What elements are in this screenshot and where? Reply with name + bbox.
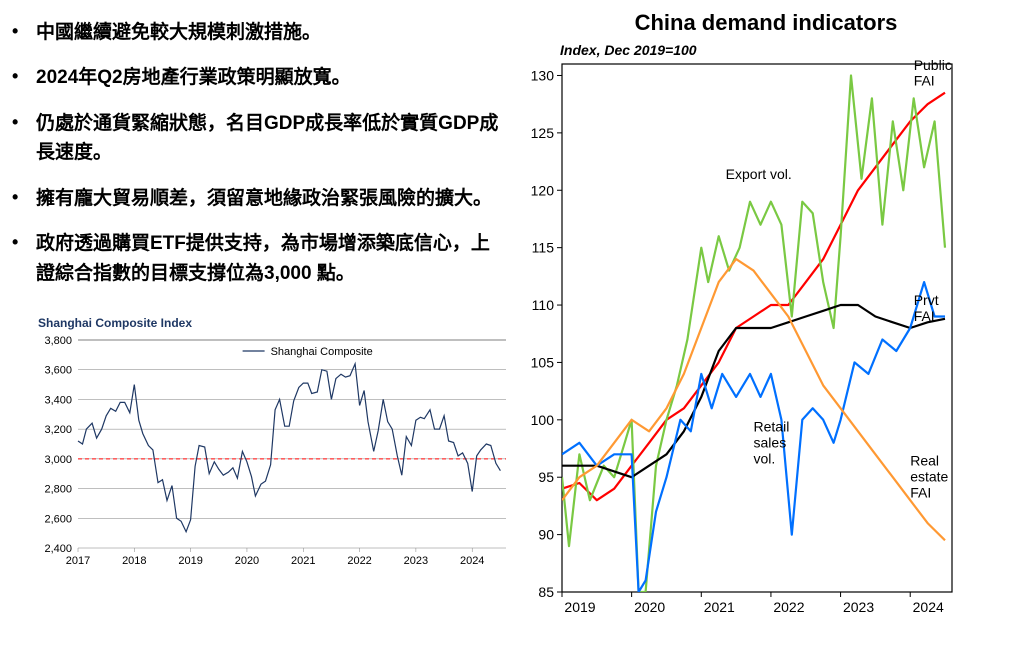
shanghai-chart-title: Shanghai Composite Index xyxy=(38,316,500,330)
svg-text:Export vol.: Export vol. xyxy=(726,166,792,182)
svg-text:2023: 2023 xyxy=(843,599,874,615)
svg-text:2,400: 2,400 xyxy=(44,543,72,555)
svg-text:2021: 2021 xyxy=(704,599,735,615)
svg-text:Shanghai Composite: Shanghai Composite xyxy=(271,346,373,358)
china-demand-chart: 85 90 95 100 105 110 115 120 125 130 2019 2020 2021 2… xyxy=(522,60,1010,620)
svg-text:3,800: 3,800 xyxy=(44,335,72,347)
svg-text:2,600: 2,600 xyxy=(44,513,72,525)
demand-chart-title: China demand indicators xyxy=(522,10,1010,36)
svg-text:2019: 2019 xyxy=(564,599,595,615)
svg-text:PrvtFAI: PrvtFAI xyxy=(914,292,939,324)
demand-chart-subtitle: Index, Dec 2019=100 xyxy=(560,42,1010,58)
svg-text:2022: 2022 xyxy=(347,555,371,567)
svg-text:2024: 2024 xyxy=(913,599,944,615)
bullet-item: 政府透過購買ETF提供支持，為市場增添築底信心，上證綜合指數的目標支撐位為3,0… xyxy=(36,229,500,288)
svg-text:2020: 2020 xyxy=(634,599,665,615)
svg-text:120: 120 xyxy=(531,182,555,198)
bullet-item: 2024年Q2房地產行業政策明顯放寬。 xyxy=(36,63,500,92)
svg-text:3,600: 3,600 xyxy=(44,365,72,377)
svg-text:2020: 2020 xyxy=(235,555,259,567)
svg-text:2,800: 2,800 xyxy=(44,484,72,496)
svg-text:110: 110 xyxy=(532,297,555,313)
svg-text:125: 125 xyxy=(531,125,555,141)
svg-text:3,400: 3,400 xyxy=(44,394,72,406)
svg-text:105: 105 xyxy=(531,354,555,370)
svg-text:2022: 2022 xyxy=(773,599,804,615)
svg-text:PublicFAI: PublicFAI xyxy=(914,60,952,89)
svg-text:115: 115 xyxy=(532,240,555,256)
svg-text:90: 90 xyxy=(538,527,554,543)
bullet-item: 仍處於通貨緊縮狀態，名目GDP成長率低於實質GDP成長速度。 xyxy=(36,109,500,168)
bullet-item: 中國繼續避免較大規模刺激措施。 xyxy=(36,18,500,47)
svg-text:3,200: 3,200 xyxy=(44,424,72,436)
svg-text:85: 85 xyxy=(538,584,554,600)
svg-text:2018: 2018 xyxy=(122,555,146,567)
bullet-item: 擁有龐大貿易順差，須留意地緣政治緊張風險的擴大。 xyxy=(36,184,500,213)
shanghai-composite-chart: 2,400 2,600 2,800 3,000 3,200 3,400 3,600 3,800… xyxy=(36,332,512,570)
svg-text:2019: 2019 xyxy=(178,555,202,567)
bullet-list: 中國繼續避免較大規模刺激措施。 2024年Q2房地產行業政策明顯放寬。 仍處於通… xyxy=(36,18,500,304)
svg-text:2023: 2023 xyxy=(404,555,428,567)
svg-text:95: 95 xyxy=(538,469,554,485)
svg-text:100: 100 xyxy=(531,412,555,428)
svg-text:130: 130 xyxy=(531,67,555,83)
svg-text:3,000: 3,000 xyxy=(44,454,72,466)
svg-text:2021: 2021 xyxy=(291,555,315,567)
svg-text:2017: 2017 xyxy=(66,555,90,567)
svg-text:RealestateFAI: RealestateFAI xyxy=(910,453,948,501)
svg-text:2024: 2024 xyxy=(460,555,484,567)
